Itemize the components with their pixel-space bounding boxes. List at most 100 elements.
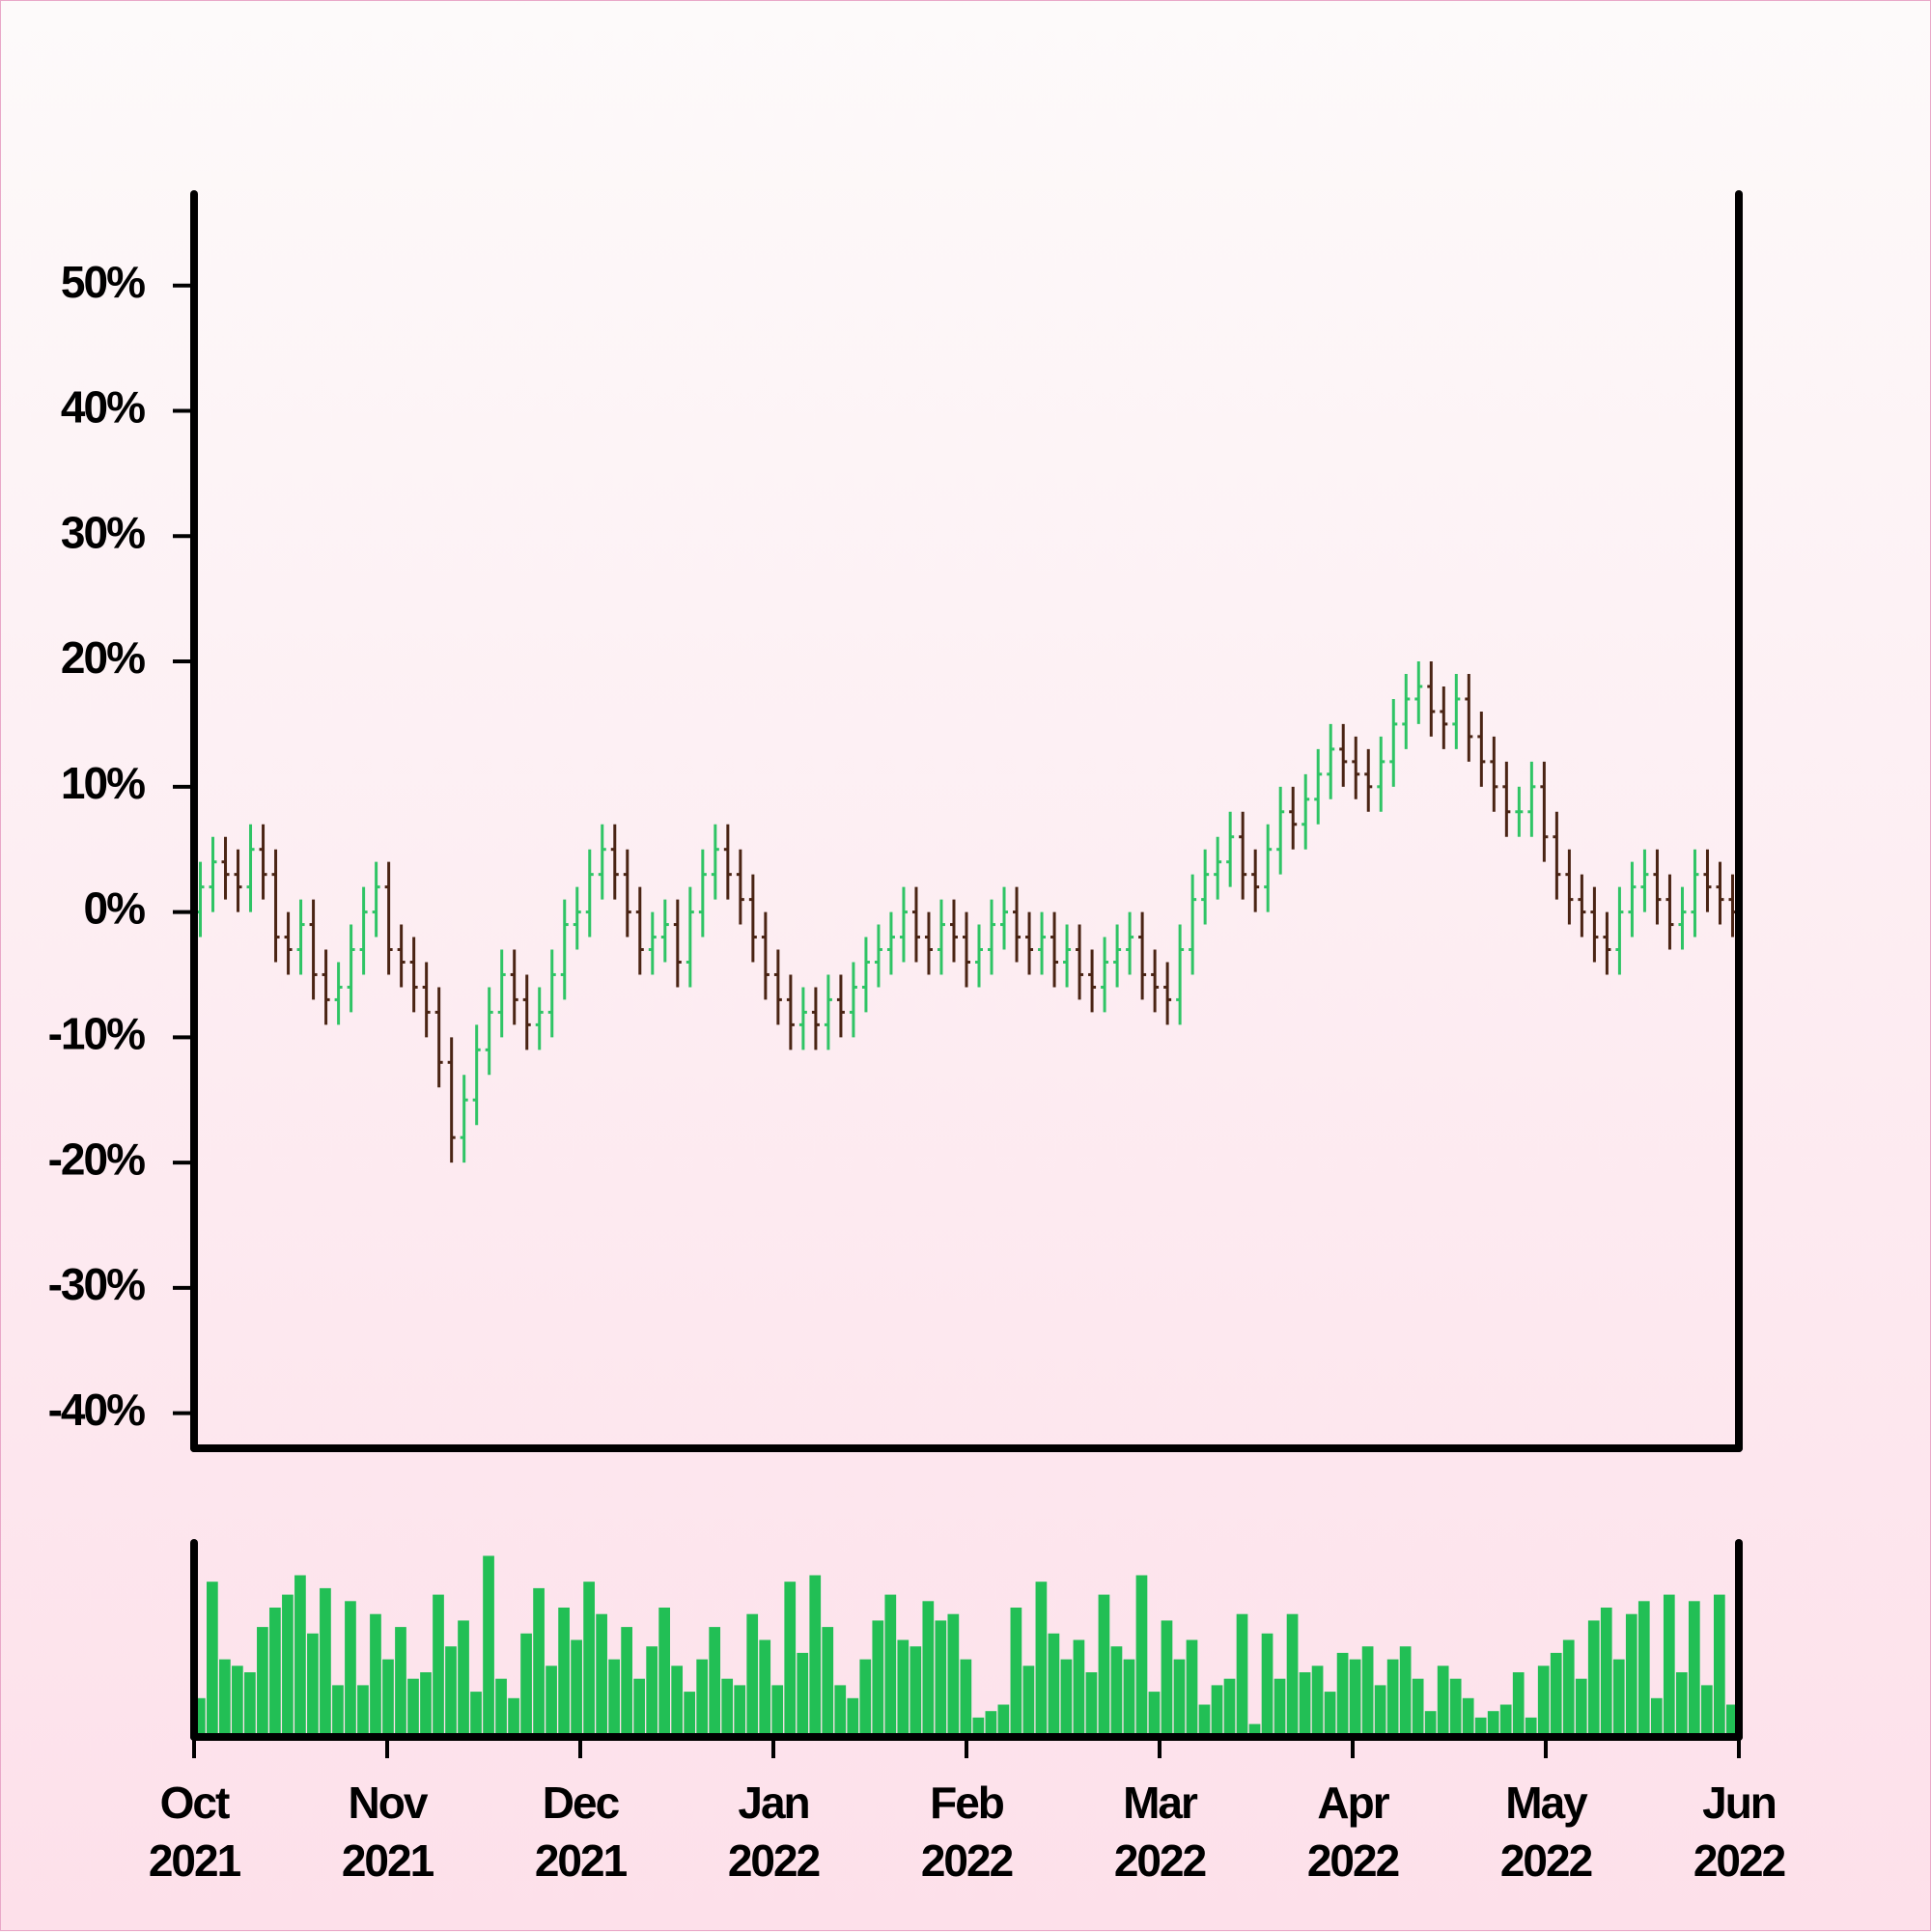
x-tick-label: Jan 2022 [727,1778,821,1886]
volume-bar [508,1697,519,1737]
volume-bar [1148,1692,1161,1737]
volume-bar [1663,1594,1675,1737]
volume-bar [859,1659,872,1737]
x-tick-label: Jun 2022 [1693,1778,1786,1886]
volume-bar [897,1639,910,1737]
volume-bar [696,1659,709,1737]
y-tick-label: 10% [61,758,145,808]
volume-bar [746,1613,759,1737]
volume-bar [558,1608,570,1737]
volume-bar [1386,1659,1399,1737]
volume-bar [1173,1659,1186,1737]
x-tick-label: Apr 2022 [1306,1778,1400,1886]
volume-bar [1035,1582,1048,1737]
volume-bar [420,1672,432,1737]
volume-bar [1474,1717,1487,1737]
volume-bar [1437,1666,1449,1737]
volume-bar [1073,1639,1085,1737]
volume-bar [1085,1672,1098,1737]
volume-bar [320,1587,331,1737]
volume-bar [1650,1697,1663,1737]
volume-bar [1211,1685,1223,1737]
volume-bar [960,1659,972,1737]
volume-bar [784,1582,797,1737]
volume-bar [1324,1692,1336,1737]
volume-bar [470,1692,482,1737]
volume-bar [445,1646,457,1737]
volume-bar [1110,1646,1123,1737]
volume-bar [257,1627,268,1737]
volume-bar [269,1608,281,1737]
volume-bar [1161,1620,1173,1737]
volume-bar [1261,1633,1273,1737]
volume-bar [282,1594,294,1737]
volume-bar [1725,1704,1738,1737]
y-tick-label: 40% [61,382,145,433]
volume-bar [721,1678,734,1737]
volume-bar [1562,1639,1575,1737]
volume-bar [1223,1678,1236,1737]
x-tick-label: Dec 2021 [534,1778,628,1886]
volume-bar [822,1627,834,1737]
volume-bar [395,1627,406,1737]
volume-bar [684,1692,696,1737]
volume-bar [734,1685,746,1737]
volume-bar [947,1613,960,1737]
volume-bar [1499,1704,1512,1737]
volume-bar [294,1575,306,1737]
volume-bar [847,1697,859,1737]
volume-bar [1098,1594,1110,1737]
volume-bar [1048,1633,1060,1737]
y-tick-label: 20% [61,632,145,683]
volume-bar [1273,1678,1286,1737]
volume-bar [357,1685,369,1737]
volume-bar [1487,1711,1499,1737]
volume-bar [872,1620,884,1737]
volume-bar [483,1555,494,1737]
volume-bar [232,1666,243,1737]
volume-bar [370,1613,381,1737]
y-tick-label: -40% [48,1385,145,1435]
x-tick-label: May 2022 [1499,1778,1593,1886]
volume-bar [1198,1704,1211,1737]
volume-bar [1311,1666,1324,1737]
volume-bar [1675,1672,1688,1737]
volume-bar [1512,1672,1525,1737]
volume-bar [972,1717,985,1737]
volume-bar [458,1620,469,1737]
volume-bar [1587,1620,1600,1737]
volume-bar [1537,1666,1550,1737]
volume-bar [433,1594,444,1737]
volume-bar [1637,1601,1650,1737]
volume-bar [633,1678,645,1737]
volume-bar [1022,1666,1035,1737]
y-tick-label: 30% [61,507,145,557]
volume-bar [834,1685,847,1737]
volume-bar [583,1582,595,1737]
volume-bar [1462,1697,1474,1737]
volume-bar [1700,1685,1713,1737]
volume-bar [307,1633,319,1737]
volume-bar [771,1685,784,1737]
volume-bar [1575,1678,1587,1737]
volume-bar [1060,1659,1073,1737]
volume-bar [1688,1601,1700,1737]
volume-bar [1336,1652,1349,1737]
volume-bar [671,1666,684,1737]
volume-bar [1374,1685,1386,1737]
volume-bar [709,1627,721,1737]
volume-bar [1248,1723,1261,1737]
y-tick-label: -30% [48,1259,145,1309]
volume-bar [219,1659,231,1737]
volume-bar [1412,1678,1424,1737]
volume-bar [1612,1659,1625,1737]
volume-bar [1600,1608,1612,1737]
volume-bar [809,1575,822,1737]
volume-bar [194,1697,206,1737]
volume-bar [533,1587,545,1737]
volume-bar [1349,1659,1361,1737]
volume-bar [332,1685,344,1737]
volume-bar [1135,1575,1148,1737]
